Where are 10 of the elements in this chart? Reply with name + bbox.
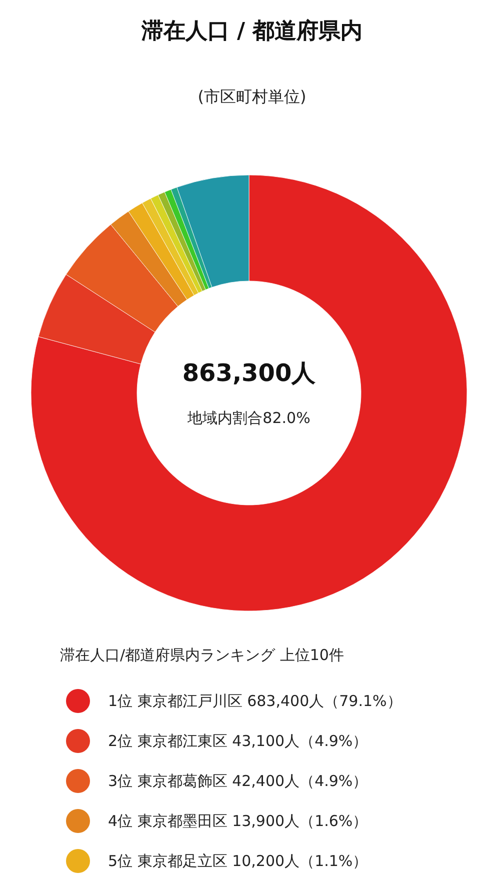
legend-label: 1位 東京都江戸川区 683,400人（79.1%） <box>108 692 402 710</box>
chart-title: 滞在人口 / 都道府県内 <box>140 18 363 44</box>
text: 863,300人 <box>182 359 317 387</box>
legend-label: 2位 東京都江東区 43,100人（4.9%） <box>108 732 368 750</box>
legend-label: 4位 東京都墨田区 13,900人（1.6%） <box>108 812 368 830</box>
legend-label: 3位 東京都葛飾区 42,400人（4.9%） <box>108 772 368 790</box>
chart-subtitle: (市区町村単位) <box>198 87 306 106</box>
legend-label: 5位 東京都足立区 10,200人（1.1%） <box>108 852 368 870</box>
legend-title: 滞在人口/都道府県内ランキング 上位10件 <box>60 646 344 664</box>
text: 地域内割合82.0% <box>186 409 310 427</box>
